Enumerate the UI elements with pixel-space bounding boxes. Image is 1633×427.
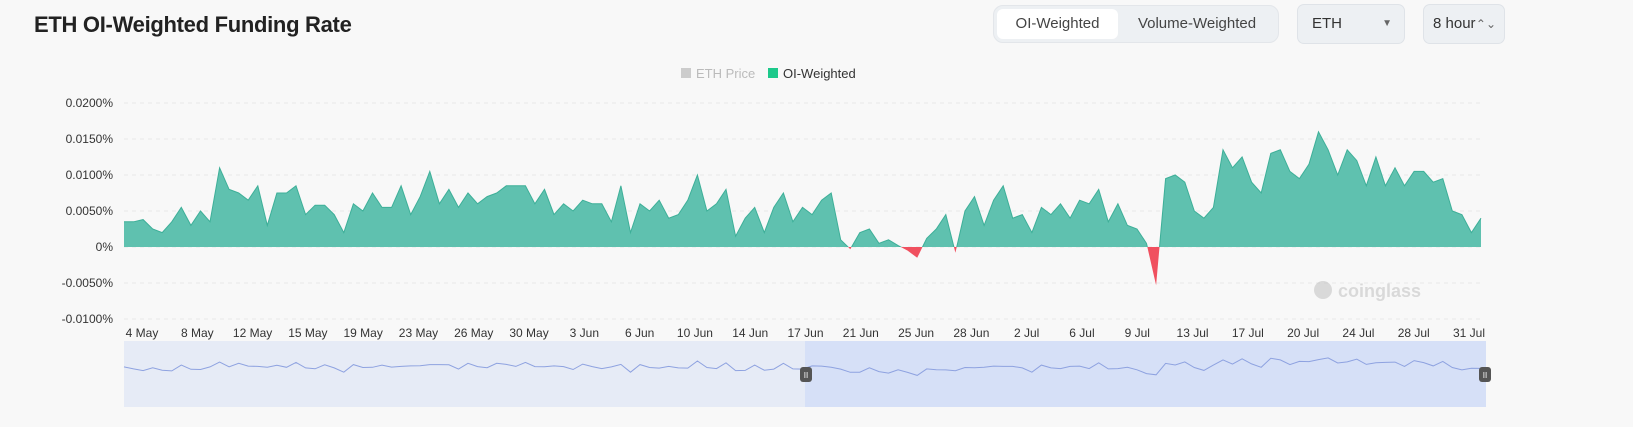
chevron-down-icon: ▼ — [1382, 18, 1392, 29]
symbol-value: ETH — [1312, 15, 1342, 32]
legend-label-oi-weighted: OI-Weighted — [783, 66, 856, 81]
svg-text:II: II — [1483, 371, 1487, 380]
x-tick-label: 31 Jul — [1453, 326, 1485, 340]
watermark-text: coinglass — [1338, 281, 1421, 301]
tab-oi-weighted[interactable]: OI-Weighted — [997, 9, 1118, 39]
navigator[interactable]: II II — [123, 341, 1491, 407]
x-tick-label: 30 May — [509, 326, 548, 340]
y-tick-label: 0.0150% — [66, 132, 114, 146]
x-tick-label: 12 May — [233, 326, 272, 340]
interval-select[interactable]: 8 hour ⌃⌄ — [1423, 4, 1505, 44]
y-tick-label: 0% — [96, 240, 114, 254]
x-tick-label: 2 Jul — [1014, 326, 1039, 340]
x-tick-label: 4 May — [126, 326, 159, 340]
x-tick-label: 9 Jul — [1125, 326, 1150, 340]
x-tick-label: 24 Jul — [1342, 326, 1374, 340]
x-tick-label: 6 Jul — [1069, 326, 1094, 340]
symbol-select[interactable]: ETH ▼ — [1297, 4, 1405, 44]
x-tick-label: 3 Jun — [570, 326, 599, 340]
interval-value: 8 hour — [1433, 15, 1476, 32]
navigator-handle-right[interactable]: II — [1479, 367, 1491, 382]
x-tick-label: 6 Jun — [625, 326, 654, 340]
navigator-handle-left[interactable]: II — [800, 367, 812, 382]
weighting-toggle: OI-Weighted Volume-Weighted — [993, 5, 1279, 43]
x-tick-label: 20 Jul — [1287, 326, 1319, 340]
updown-chevron-icon: ⌃⌄ — [1475, 17, 1496, 31]
tab-volume-weighted[interactable]: Volume-Weighted — [1137, 15, 1257, 32]
legend-swatch-oi-weighted — [768, 68, 778, 78]
legend-item-eth-price[interactable]: ETH Price — [681, 66, 755, 81]
svg-text:II: II — [804, 371, 808, 380]
coinglass-logo-icon — [1314, 281, 1332, 299]
y-tick-label: 0.0050% — [66, 204, 114, 218]
coinglass-watermark: coinglass — [1314, 281, 1421, 301]
x-tick-label: 25 Jun — [898, 326, 934, 340]
x-tick-label: 17 Jul — [1232, 326, 1264, 340]
series-line — [124, 130, 1482, 247]
page-title: ETH OI-Weighted Funding Rate — [34, 12, 352, 37]
x-tick-label: 26 May — [454, 326, 493, 340]
legend-swatch-eth-price — [681, 68, 691, 78]
y-tick-label: 0.0100% — [66, 168, 114, 182]
navigator-selection[interactable] — [805, 341, 1486, 407]
x-tick-label: 19 May — [343, 326, 382, 340]
positive-area — [124, 131, 1481, 247]
y-tick-label: -0.0050% — [62, 276, 114, 290]
y-tick-label: 0.0200% — [66, 96, 114, 110]
legend-label-eth-price: ETH Price — [696, 66, 755, 81]
x-tick-label: 21 Jun — [843, 326, 879, 340]
x-tick-label: 23 May — [399, 326, 438, 340]
x-tick-label: 10 Jun — [677, 326, 713, 340]
x-tick-label: 17 Jun — [787, 326, 823, 340]
x-tick-label: 28 Jun — [953, 326, 989, 340]
x-tick-label: 13 Jul — [1177, 326, 1209, 340]
legend-item-oi-weighted[interactable]: OI-Weighted — [768, 66, 856, 81]
x-tick-label: 14 Jun — [732, 326, 768, 340]
x-tick-label: 15 May — [288, 326, 327, 340]
y-tick-label: -0.0100% — [62, 312, 114, 326]
x-tick-label: 28 Jul — [1398, 326, 1430, 340]
legend: ETH Price OI-Weighted — [681, 66, 856, 81]
x-tick-label: 8 May — [181, 326, 214, 340]
